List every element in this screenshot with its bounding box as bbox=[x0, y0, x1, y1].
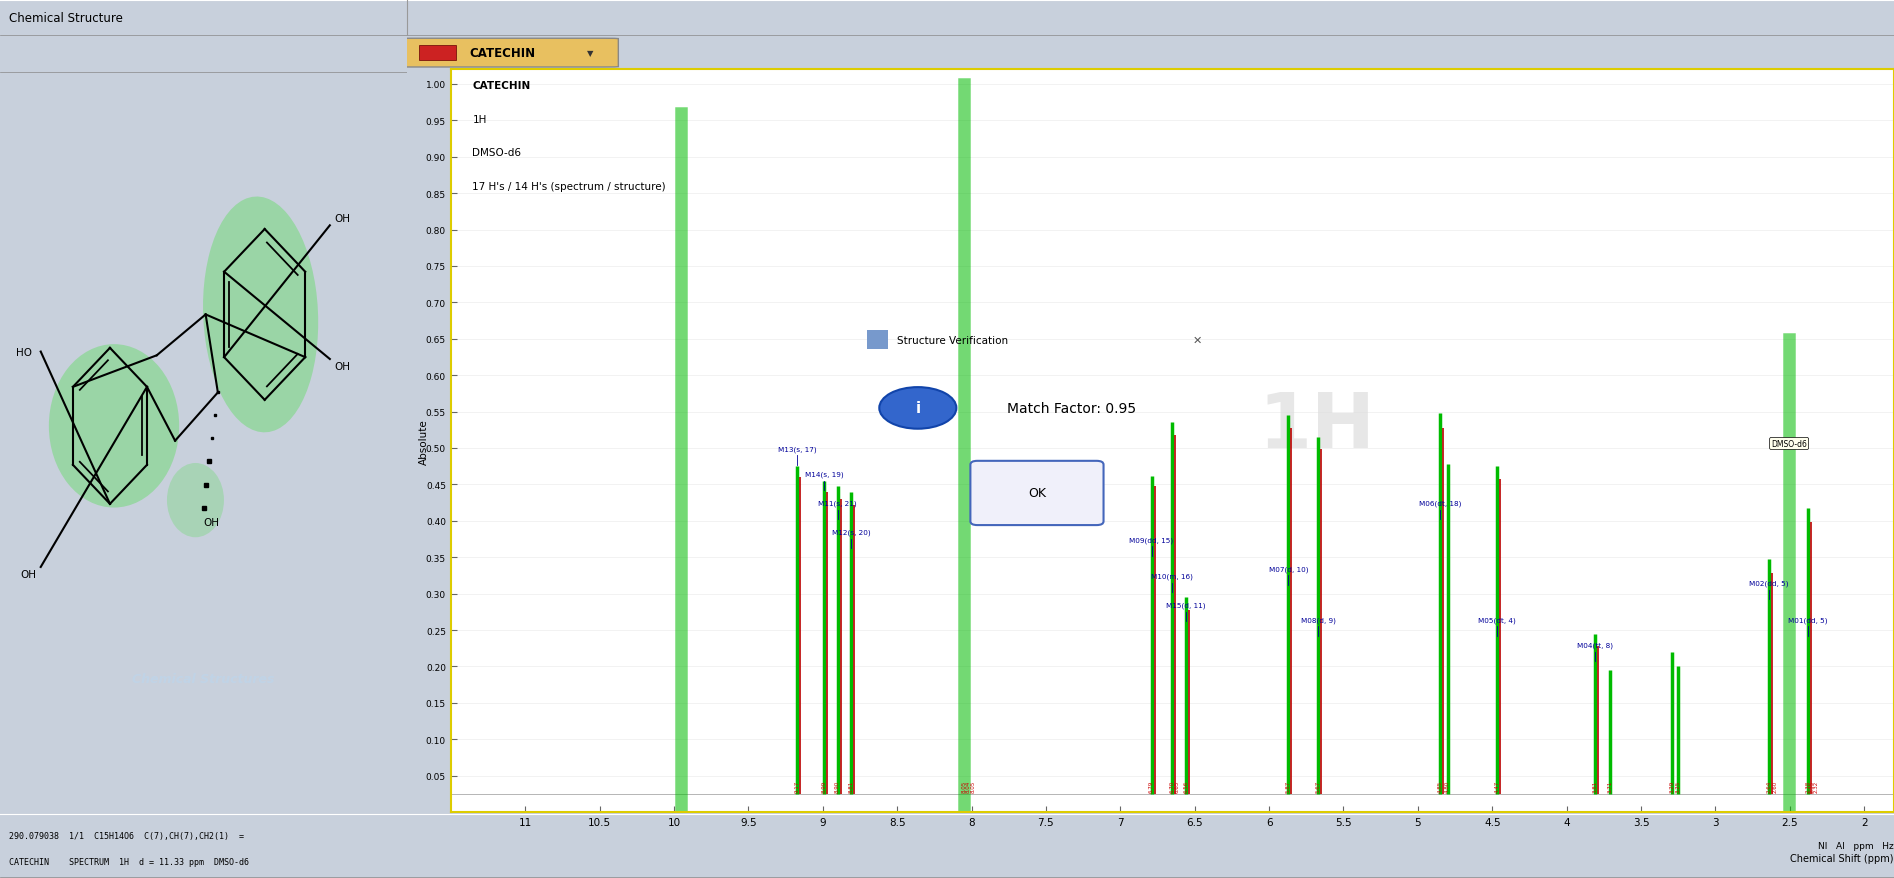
Text: M09(dd, 15): M09(dd, 15) bbox=[1129, 536, 1174, 543]
Text: M14(s, 19): M14(s, 19) bbox=[805, 471, 843, 478]
Text: OK: OK bbox=[1028, 486, 1045, 499]
Text: OH: OH bbox=[205, 518, 220, 528]
Text: 2.35: 2.35 bbox=[1809, 780, 1814, 792]
Text: Absolute: Absolute bbox=[419, 418, 430, 464]
Text: Structure Verification: Structure Verification bbox=[898, 335, 1008, 345]
Text: 17 H's / 14 H's (spectrum / structure): 17 H's / 14 H's (spectrum / structure) bbox=[472, 182, 667, 191]
Ellipse shape bbox=[203, 198, 318, 433]
Text: Chemical Structures: Chemical Structures bbox=[133, 673, 275, 685]
Text: M02(dd, 5): M02(dd, 5) bbox=[1750, 580, 1788, 587]
Bar bbox=[419, 47, 456, 61]
Text: CATECHIN    SPECTRUM  1H  d = 11.33 ppm  DMSO-d6: CATECHIN SPECTRUM 1H d = 11.33 ppm DMSO-… bbox=[9, 857, 250, 866]
Text: M07(d, 10): M07(d, 10) bbox=[1269, 565, 1309, 572]
Text: OH: OH bbox=[21, 570, 36, 579]
Text: M01(dd, 5): M01(dd, 5) bbox=[1788, 616, 1828, 623]
Text: 6.56: 6.56 bbox=[1184, 780, 1188, 792]
Ellipse shape bbox=[167, 464, 223, 537]
Text: Match Factor: 0.95: Match Factor: 0.95 bbox=[1008, 401, 1136, 415]
Text: OH: OH bbox=[333, 362, 350, 372]
Text: 4.47: 4.47 bbox=[1494, 780, 1500, 792]
FancyBboxPatch shape bbox=[396, 40, 617, 68]
Text: 3.71: 3.71 bbox=[1608, 780, 1612, 792]
Text: 6.65: 6.65 bbox=[1174, 780, 1180, 792]
Text: 8.81: 8.81 bbox=[849, 780, 854, 792]
Text: 8.99: 8.99 bbox=[822, 780, 826, 792]
Text: HO: HO bbox=[17, 347, 32, 357]
FancyBboxPatch shape bbox=[970, 461, 1104, 525]
Text: 5.67: 5.67 bbox=[1316, 780, 1320, 792]
Text: OH: OH bbox=[333, 213, 350, 224]
Ellipse shape bbox=[49, 345, 180, 508]
Text: M15(d, 11): M15(d, 11) bbox=[1167, 602, 1205, 608]
Text: 9.17: 9.17 bbox=[795, 780, 799, 792]
Text: 2.32: 2.32 bbox=[1814, 780, 1818, 792]
Text: 8.05: 8.05 bbox=[970, 780, 975, 792]
Text: M12(s, 20): M12(s, 20) bbox=[831, 529, 871, 536]
Text: 5.87: 5.87 bbox=[1286, 780, 1292, 792]
Text: DMSO-d6: DMSO-d6 bbox=[472, 148, 521, 158]
Text: M04(tt, 8): M04(tt, 8) bbox=[1578, 642, 1614, 649]
Text: ▼: ▼ bbox=[587, 49, 593, 58]
Text: 3.29: 3.29 bbox=[1671, 780, 1674, 792]
Text: Chemical Shift (ppm): Chemical Shift (ppm) bbox=[1790, 853, 1894, 863]
Text: 3.81: 3.81 bbox=[1593, 780, 1597, 792]
Text: CATECHIN: CATECHIN bbox=[470, 47, 536, 60]
Text: 4.85: 4.85 bbox=[1438, 780, 1443, 792]
Text: M13(s, 17): M13(s, 17) bbox=[778, 446, 816, 452]
Text: 3.25: 3.25 bbox=[1676, 780, 1680, 792]
Text: CATECHIN: CATECHIN bbox=[472, 82, 530, 91]
Text: 2.64: 2.64 bbox=[1767, 780, 1771, 792]
Text: M06(dt, 18): M06(dt, 18) bbox=[1419, 500, 1462, 507]
Text: 4.80: 4.80 bbox=[1445, 780, 1451, 792]
Text: 6.70: 6.70 bbox=[1170, 780, 1174, 792]
Text: 6.79: 6.79 bbox=[1150, 780, 1153, 792]
Text: M10(m, 16): M10(m, 16) bbox=[1152, 573, 1193, 579]
Circle shape bbox=[879, 388, 956, 429]
Text: Chemical Structure: Chemical Structure bbox=[9, 12, 123, 25]
Text: 8.04: 8.04 bbox=[966, 780, 972, 792]
Text: 2.38: 2.38 bbox=[1805, 780, 1811, 792]
Text: NI   AI   ppm   Hz   pts: NI AI ppm Hz pts bbox=[1818, 840, 1894, 850]
Text: 1H: 1H bbox=[1258, 390, 1375, 464]
Bar bbox=[867, 331, 888, 349]
Text: M11(s, 21): M11(s, 21) bbox=[818, 500, 856, 507]
Text: 8.90: 8.90 bbox=[835, 780, 841, 792]
Text: M05(dt, 4): M05(dt, 4) bbox=[1477, 616, 1515, 623]
Text: ✕: ✕ bbox=[1193, 335, 1201, 345]
Text: 8.05: 8.05 bbox=[962, 780, 966, 792]
Text: 2.60: 2.60 bbox=[1773, 780, 1777, 792]
Text: 290.079038  1/1  C15H14O6  C(7),CH(7),CH2(1)  =: 290.079038 1/1 C15H14O6 C(7),CH(7),CH2(1… bbox=[9, 831, 244, 839]
Text: 1H: 1H bbox=[472, 115, 487, 125]
Text: DMSO-d6: DMSO-d6 bbox=[1771, 440, 1807, 449]
Text: i: i bbox=[915, 401, 920, 416]
Text: M08(d, 9): M08(d, 9) bbox=[1301, 616, 1335, 623]
